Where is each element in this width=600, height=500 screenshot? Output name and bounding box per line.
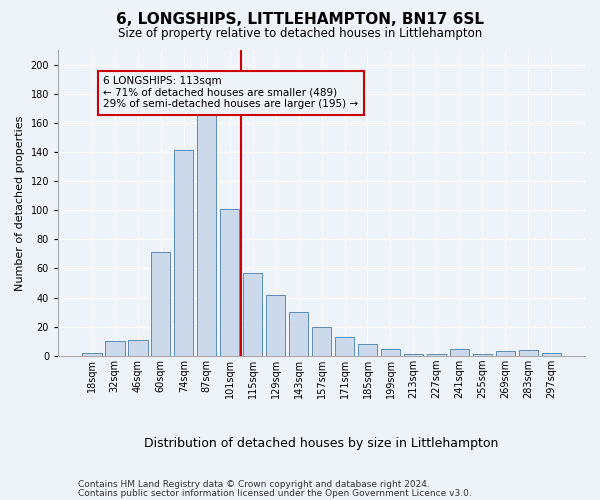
Bar: [518, 350, 538, 356]
Y-axis label: Number of detached properties: Number of detached properties: [15, 115, 25, 290]
Bar: [105, 342, 125, 356]
Bar: [128, 340, 148, 356]
Text: Size of property relative to detached houses in Littlehampton: Size of property relative to detached ho…: [118, 28, 482, 40]
Text: 6 LONGSHIPS: 113sqm
← 71% of detached houses are smaller (489)
29% of semi-detac: 6 LONGSHIPS: 113sqm ← 71% of detached ho…: [103, 76, 358, 110]
Text: Contains public sector information licensed under the Open Government Licence v3: Contains public sector information licen…: [78, 488, 472, 498]
Text: 6, LONGSHIPS, LITTLEHAMPTON, BN17 6SL: 6, LONGSHIPS, LITTLEHAMPTON, BN17 6SL: [116, 12, 484, 28]
Bar: [473, 354, 492, 356]
Bar: [427, 354, 446, 356]
X-axis label: Distribution of detached houses by size in Littlehampton: Distribution of detached houses by size …: [145, 437, 499, 450]
Bar: [358, 344, 377, 356]
Bar: [220, 208, 239, 356]
Bar: [312, 326, 331, 356]
Bar: [542, 353, 561, 356]
Bar: [449, 348, 469, 356]
Bar: [266, 294, 286, 356]
Bar: [381, 348, 400, 356]
Bar: [496, 352, 515, 356]
Bar: [82, 353, 101, 356]
Bar: [197, 112, 217, 356]
Text: Contains HM Land Registry data © Crown copyright and database right 2024.: Contains HM Land Registry data © Crown c…: [78, 480, 430, 489]
Bar: [335, 337, 354, 356]
Bar: [243, 273, 262, 356]
Bar: [404, 354, 423, 356]
Bar: [151, 252, 170, 356]
Bar: [174, 150, 193, 356]
Bar: [289, 312, 308, 356]
